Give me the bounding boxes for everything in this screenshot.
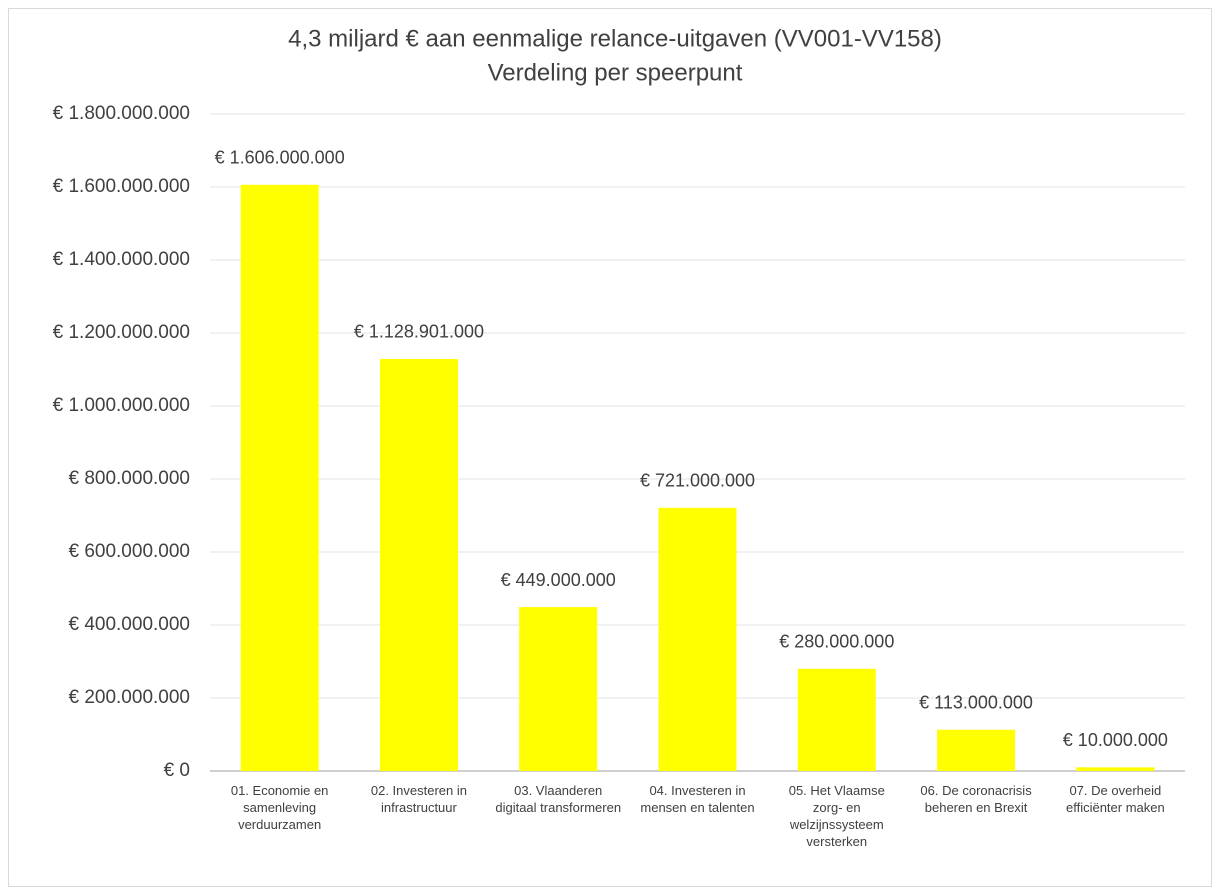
x-tick-label: 01. Economie en samenleving verduurzamen [231,783,329,832]
data-label: € 449.000.000 [501,570,616,590]
y-tick-label: € 1.200.000.000 [53,322,190,343]
data-label: € 721.000.000 [640,471,755,491]
x-tick-label: 05. Het Vlaamse zorg- en welzijnssysteem ve… [789,783,885,849]
y-tick-label: € 1.000.000.000 [53,395,190,416]
bar [1076,767,1155,771]
y-tick-label: € 1.400.000.000 [53,249,190,270]
x-tick-label: 04. Investeren in mensen en talenten [640,783,754,815]
data-label: € 280.000.000 [779,632,894,652]
chart-subtitle: Verdeling per speerpunt [488,59,743,86]
x-tick-label: 02. Investeren in infrastructuur [371,783,467,815]
bar [240,184,319,771]
chart-title: 4,3 miljard € aan eenmalige relance-uitg… [288,25,942,52]
y-tick-label: € 1.800.000.000 [53,103,190,124]
data-label: € 10.000.000 [1063,730,1168,750]
bar [379,358,458,771]
y-tick-label: € 400.000.000 [68,614,190,635]
chart-border [8,8,1212,887]
x-tick-label: 03. Vlaanderen digitaal transformeren [495,783,621,815]
y-tick-label: € 600.000.000 [68,541,190,562]
data-label: € 1.606.000.000 [215,148,345,168]
bar [658,507,737,771]
data-label: € 1.128.901.000 [354,322,484,342]
bar [937,729,1016,771]
bar [519,607,598,771]
data-label: € 113.000.000 [919,693,1033,713]
x-tick-label: 07. De overheid efficiënter maken [1066,783,1165,815]
y-tick-label: € 0 [164,760,190,781]
y-tick-label: € 1.600.000.000 [53,176,190,197]
bar [797,668,876,771]
x-tick-label: 06. De coronacrisis beheren en Brexit [920,783,1032,815]
y-tick-label: € 800.000.000 [68,468,190,489]
y-tick-label: € 200.000.000 [68,687,190,708]
